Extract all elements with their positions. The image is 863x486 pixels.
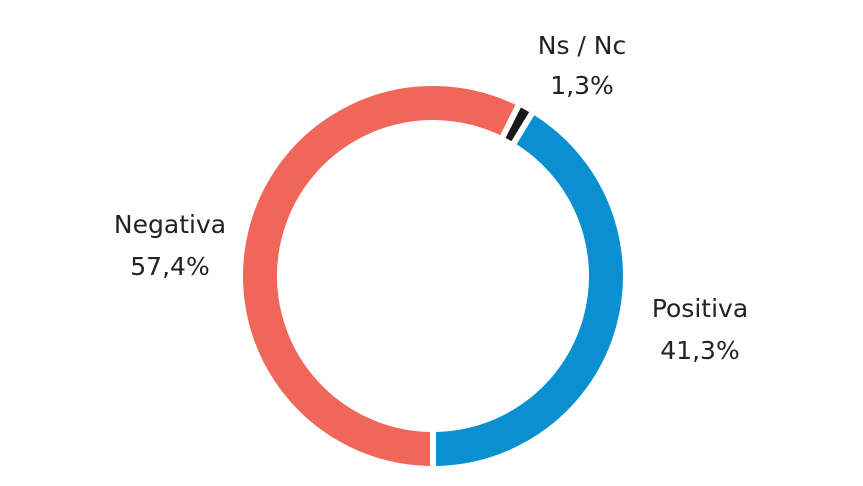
segment-value: 1,3%: [550, 71, 614, 100]
segment-label: Negativa: [114, 210, 226, 239]
segment-value: 41,3%: [660, 336, 739, 365]
donut-segment: [237, 80, 524, 473]
segment-label: Positiva: [652, 294, 748, 323]
donut-segment: [430, 106, 629, 473]
segment-label: Ns / Nc: [538, 31, 627, 60]
segment-value: 57,4%: [130, 252, 209, 281]
